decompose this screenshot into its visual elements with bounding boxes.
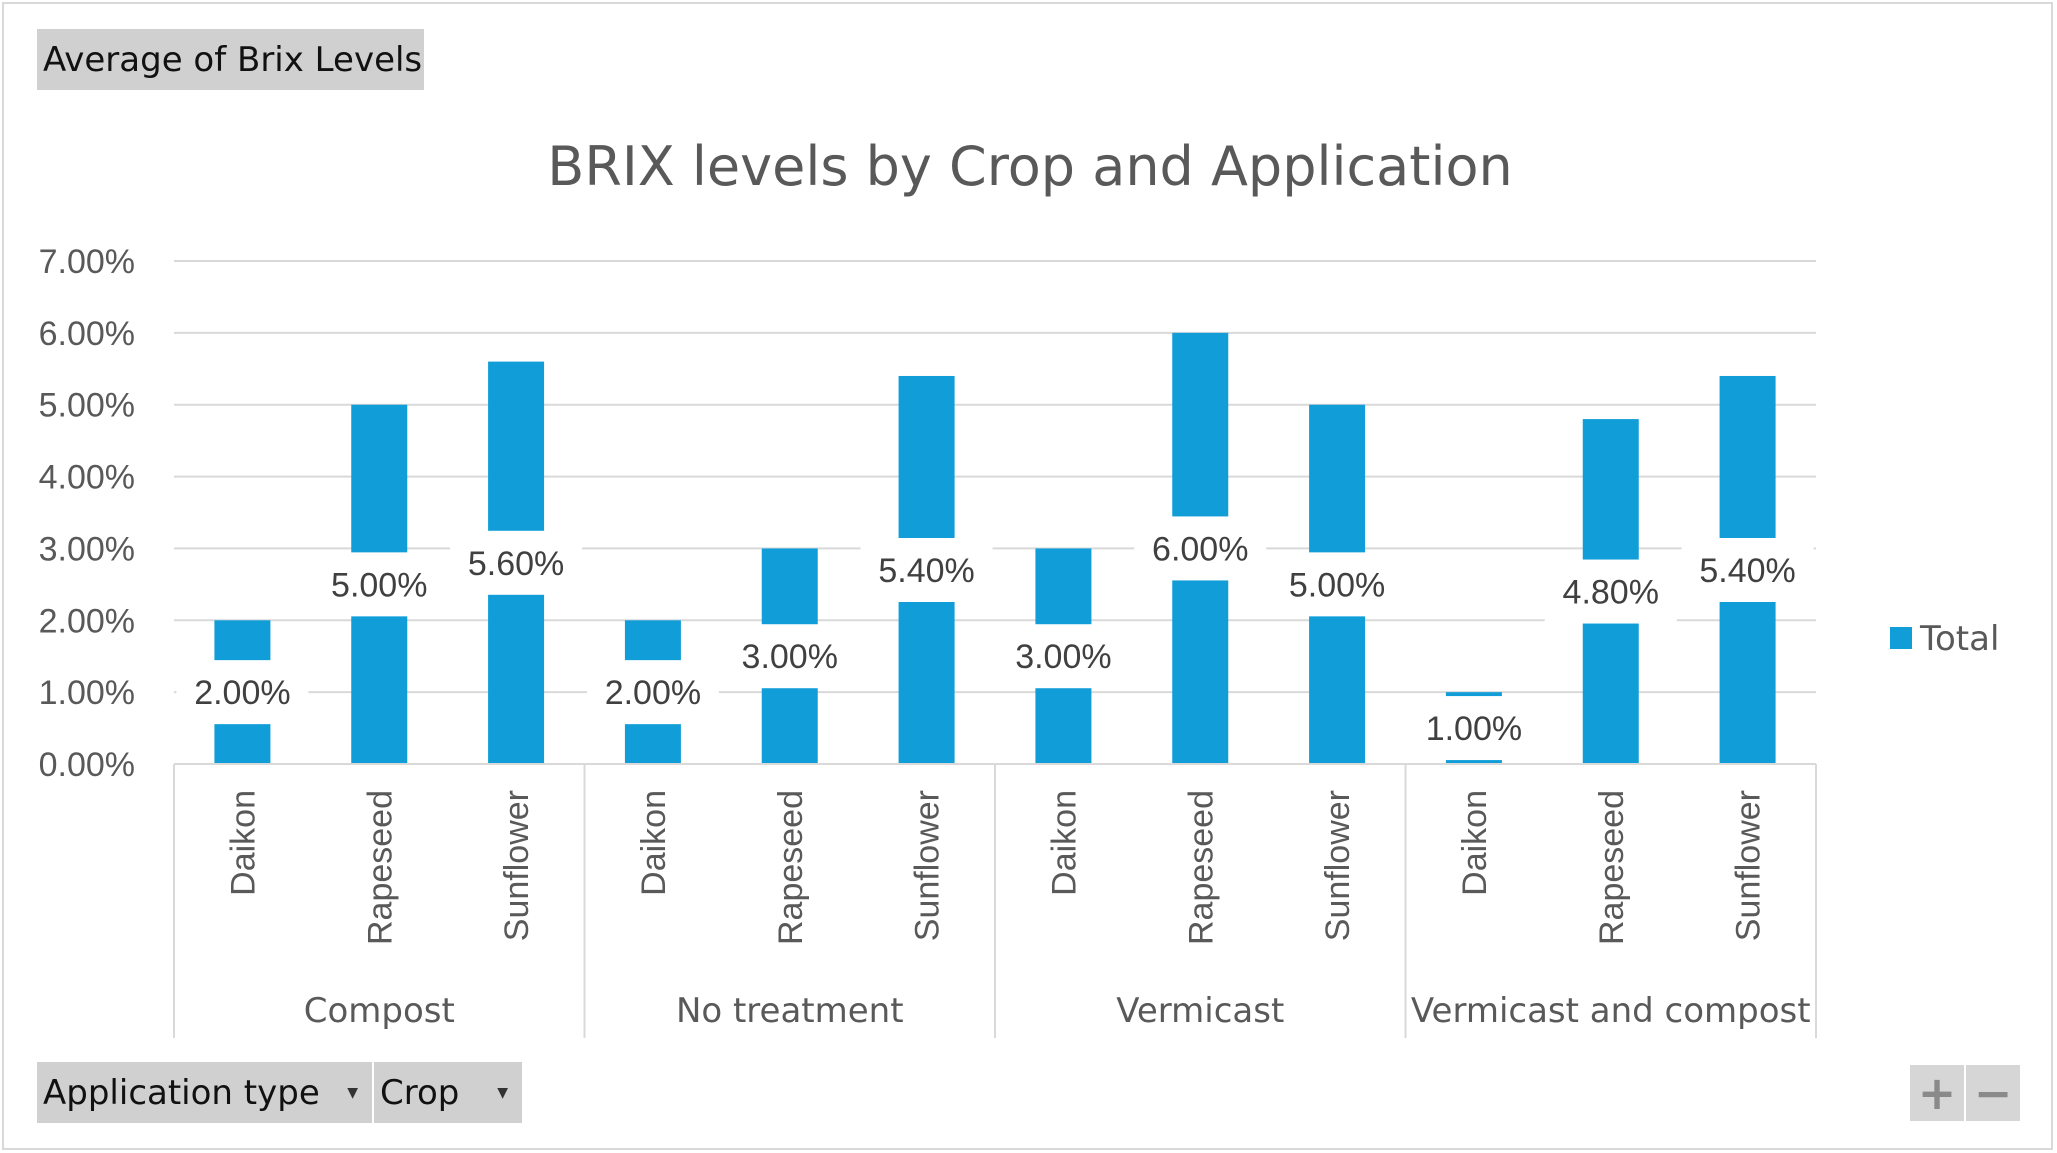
data-label-background	[586, 660, 719, 725]
data-label: 3.00%	[742, 638, 838, 676]
category-axis: Daikon Rapeseed Sunflower Compost Daikon Rape…	[173, 763, 1817, 1038]
data-label-background	[450, 530, 583, 595]
data-label: 3.00%	[1015, 638, 1111, 676]
dropdown-arrow-icon: ▼	[347, 1084, 358, 1101]
collapse-all-button[interactable]: −	[1966, 1065, 2020, 1121]
data-label-background	[1407, 696, 1540, 761]
data-label: 5.40%	[878, 552, 974, 590]
crop-filter-button[interactable]: Crop ▼	[374, 1062, 524, 1123]
group-label: Vermicast	[1116, 991, 1284, 1031]
y-tick-label: 0.00%	[39, 746, 135, 784]
data-label: 2.00%	[194, 674, 290, 712]
data-label-background	[1681, 537, 1814, 602]
y-tick-label: 6.00%	[39, 315, 135, 353]
application-type-filter-label: Application type	[43, 1072, 320, 1113]
legend: Total	[1890, 619, 1999, 659]
data-label-background	[313, 552, 446, 617]
y-tick-label: 2.00%	[39, 602, 135, 640]
category-label: Sunflower	[1730, 790, 1768, 941]
data-label: 6.00%	[1152, 530, 1248, 568]
y-axis-ticks: 0.00% 1.00% 2.00% 3.00% 4.00% 5.00% 6.00% 7.00%	[39, 243, 135, 784]
category-label: Sunflower	[1319, 790, 1357, 941]
y-tick-label: 3.00%	[39, 530, 135, 568]
category-label: Daikon	[1456, 790, 1494, 896]
category-label: Rapeseed	[1593, 790, 1631, 945]
group-label: No treatment	[676, 991, 904, 1031]
bars: 2.00% 5.00% 5.60% 2.00% 3.00% 5.40% 3.00% 6.00%…	[176, 332, 1814, 764]
data-label-background	[1271, 552, 1404, 617]
data-label-background	[723, 624, 856, 689]
dropdown-arrow-icon: ▼	[497, 1084, 508, 1101]
value-field-button[interactable]: Average of Brix Levels	[37, 29, 426, 90]
y-tick-label: 5.00%	[39, 387, 135, 425]
data-label: 5.00%	[331, 566, 427, 604]
y-tick-label: 1.00%	[39, 674, 135, 712]
data-label: 1.00%	[1426, 710, 1522, 748]
group-label: Vermicast and compost	[1411, 991, 1811, 1031]
category-label: Rapeseed	[772, 790, 810, 945]
category-label: Rapeseed	[361, 790, 399, 945]
gridlines	[174, 260, 1816, 765]
category-label: Daikon	[224, 790, 262, 896]
y-tick-label: 7.00%	[39, 243, 135, 281]
legend-swatch	[1890, 627, 1912, 649]
application-type-filter-button[interactable]: Application type ▼	[37, 1062, 374, 1123]
legend-label: Total	[1919, 619, 1999, 659]
data-label-background	[997, 624, 1130, 689]
chart-title: BRIX levels by Crop and Application	[547, 135, 1512, 198]
data-label: 5.60%	[468, 545, 564, 583]
data-label: 2.00%	[605, 674, 701, 712]
data-label-background	[1544, 559, 1677, 624]
data-label: 5.00%	[1289, 566, 1385, 604]
category-label: Sunflower	[909, 790, 947, 941]
group-label: Compost	[304, 991, 455, 1031]
category-label: Daikon	[635, 790, 673, 896]
expand-all-button[interactable]: +	[1910, 1065, 1964, 1121]
crop-filter-label: Crop	[380, 1072, 460, 1113]
category-label: Sunflower	[498, 790, 536, 941]
category-label: Rapeseed	[1182, 790, 1220, 945]
category-label: Daikon	[1045, 790, 1083, 896]
value-field-label: Average of Brix Levels	[43, 39, 423, 80]
data-label: 5.40%	[1699, 552, 1795, 590]
y-tick-label: 4.00%	[39, 459, 135, 497]
data-label: 4.80%	[1563, 574, 1659, 612]
data-label-background	[860, 537, 993, 602]
data-label-background	[176, 660, 309, 725]
data-label-background	[1134, 516, 1267, 581]
